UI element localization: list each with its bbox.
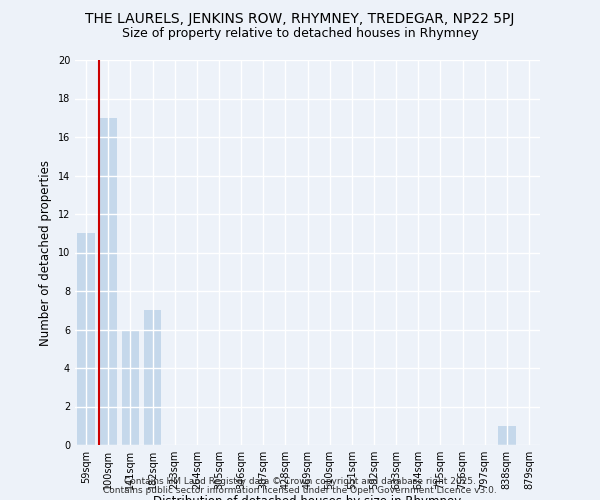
- Bar: [143, 310, 161, 445]
- Bar: [498, 426, 515, 445]
- Text: Contains public sector information licensed under the Open Government Licence v3: Contains public sector information licen…: [103, 486, 497, 495]
- Y-axis label: Number of detached properties: Number of detached properties: [39, 160, 52, 346]
- Bar: [121, 330, 139, 445]
- Text: Contains HM Land Registry data © Crown copyright and database right 2025.: Contains HM Land Registry data © Crown c…: [124, 477, 476, 486]
- Text: THE LAURELS, JENKINS ROW, RHYMNEY, TREDEGAR, NP22 5PJ: THE LAURELS, JENKINS ROW, RHYMNEY, TREDE…: [85, 12, 515, 26]
- Bar: [100, 118, 117, 445]
- X-axis label: Distribution of detached houses by size in Rhymney: Distribution of detached houses by size …: [154, 495, 461, 500]
- Bar: [77, 233, 95, 445]
- Text: Size of property relative to detached houses in Rhymney: Size of property relative to detached ho…: [122, 28, 478, 40]
